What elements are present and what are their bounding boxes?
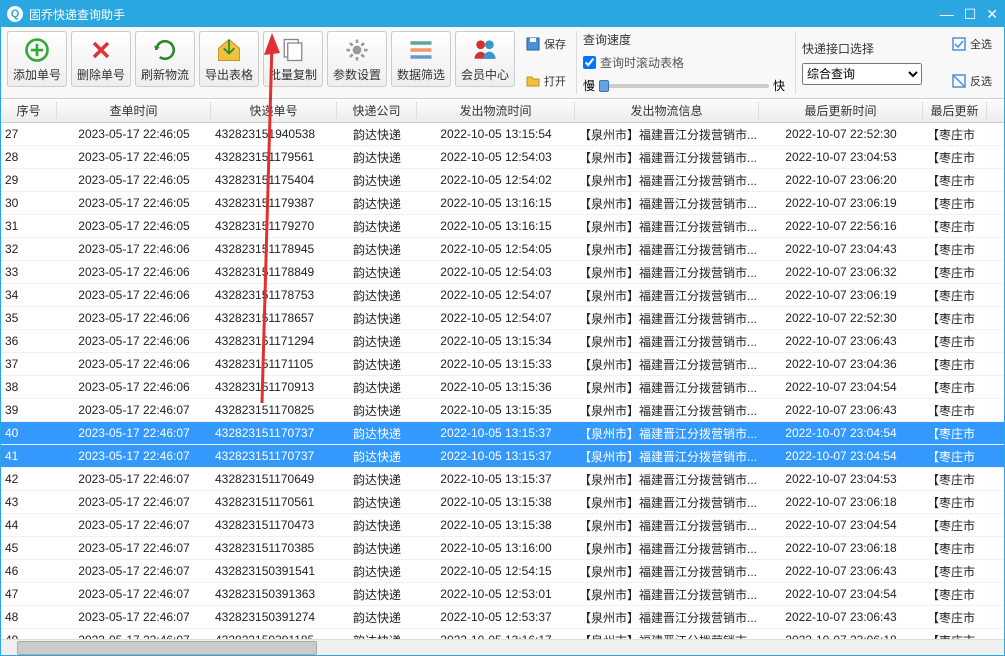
table-row[interactable]: 362023-05-17 22:46:06432823151171294韵达快递…: [1, 330, 1004, 353]
minimize-button[interactable]: —: [940, 6, 954, 22]
table-row[interactable]: 272023-05-17 22:46:05432823151940538韵达快递…: [1, 123, 1004, 146]
table-row[interactable]: 412023-05-17 22:46:07432823151170737韵达快递…: [1, 445, 1004, 468]
table-row[interactable]: 402023-05-17 22:46:07432823151170737韵达快递…: [1, 422, 1004, 445]
member-button[interactable]: 会员中心: [455, 31, 515, 87]
close-button[interactable]: ✕: [986, 6, 998, 23]
col-lastinfo[interactable]: 最后更新: [923, 102, 987, 119]
table-row[interactable]: 442023-05-17 22:46:07432823151170473韵达快递…: [1, 514, 1004, 537]
table-row[interactable]: 312023-05-17 22:46:05432823151179270韵达快递…: [1, 215, 1004, 238]
table-row[interactable]: 382023-05-17 22:46:06432823151170913韵达快递…: [1, 376, 1004, 399]
col-tracking[interactable]: 快递单号: [211, 102, 337, 119]
table-row[interactable]: 422023-05-17 22:46:07432823151170649韵达快递…: [1, 468, 1004, 491]
table-row[interactable]: 342023-05-17 22:46:06432823151178753韵达快递…: [1, 284, 1004, 307]
table-row[interactable]: 492023-05-17 22:46:07432823150391185韵达快递…: [1, 629, 1004, 639]
horizontal-scrollbar[interactable]: [1, 639, 1004, 655]
col-querytime[interactable]: 查单时间: [57, 102, 211, 119]
table-row[interactable]: 282023-05-17 22:46:05432823151179561韵达快递…: [1, 146, 1004, 169]
col-seq[interactable]: 序号: [1, 102, 57, 119]
window-title: 固乔快递查询助手: [29, 6, 940, 23]
table-row[interactable]: 452023-05-17 22:46:07432823151170385韵达快递…: [1, 537, 1004, 560]
scroll-checkbox[interactable]: 查询时滚动表格: [583, 54, 785, 71]
toolbar: 添加单号 删除单号 刷新物流 导出表格 批量复制 参数设置 数据筛选 会员中心 …: [1, 27, 1004, 99]
speed-slider[interactable]: [599, 84, 769, 88]
table-row[interactable]: 302023-05-17 22:46:05432823151179387韵达快递…: [1, 192, 1004, 215]
maximize-button[interactable]: ☐: [964, 6, 977, 23]
table-row[interactable]: 352023-05-17 22:46:06432823151178657韵达快递…: [1, 307, 1004, 330]
app-icon: Q: [7, 6, 23, 22]
settings-button[interactable]: 参数设置: [327, 31, 387, 87]
interface-group: 快递接口选择 综合查询: [795, 31, 928, 94]
data-table: 序号 查单时间 快递单号 快递公司 发出物流时间 发出物流信息 最后更新时间 最…: [1, 99, 1004, 655]
col-sentinfo[interactable]: 发出物流信息: [575, 102, 759, 119]
speed-group: 查询速度 查询时滚动表格 慢 快: [576, 31, 791, 94]
delete-button[interactable]: 删除单号: [71, 31, 131, 87]
invert-select-button[interactable]: 反选: [947, 68, 996, 94]
col-senttime[interactable]: 发出物流时间: [417, 102, 575, 119]
table-header: 序号 查单时间 快递单号 快递公司 发出物流时间 发出物流信息 最后更新时间 最…: [1, 99, 1004, 123]
copy-button[interactable]: 批量复制: [263, 31, 323, 87]
titlebar: Q 固乔快递查询助手 — ☐ ✕: [1, 1, 1004, 27]
open-button[interactable]: 打开: [521, 68, 570, 94]
table-row[interactable]: 292023-05-17 22:46:05432823151175404韵达快递…: [1, 169, 1004, 192]
table-row[interactable]: 392023-05-17 22:46:07432823151170825韵达快递…: [1, 399, 1004, 422]
table-body[interactable]: 272023-05-17 22:46:05432823151940538韵达快递…: [1, 123, 1004, 639]
table-row[interactable]: 462023-05-17 22:46:07432823150391541韵达快递…: [1, 560, 1004, 583]
select-all-button[interactable]: 全选: [947, 31, 996, 57]
save-button[interactable]: 保存: [521, 31, 570, 57]
col-company[interactable]: 快递公司: [337, 102, 417, 119]
table-row[interactable]: 322023-05-17 22:46:06432823151178945韵达快递…: [1, 238, 1004, 261]
refresh-button[interactable]: 刷新物流: [135, 31, 195, 87]
filter-button[interactable]: 数据筛选: [391, 31, 451, 87]
table-row[interactable]: 472023-05-17 22:46:07432823150391363韵达快递…: [1, 583, 1004, 606]
interface-select[interactable]: 综合查询: [802, 63, 922, 85]
table-row[interactable]: 372023-05-17 22:46:06432823151171105韵达快递…: [1, 353, 1004, 376]
table-row[interactable]: 332023-05-17 22:46:06432823151178849韵达快递…: [1, 261, 1004, 284]
table-row[interactable]: 432023-05-17 22:46:07432823151170561韵达快递…: [1, 491, 1004, 514]
table-row[interactable]: 482023-05-17 22:46:07432823150391274韵达快递…: [1, 606, 1004, 629]
export-button[interactable]: 导出表格: [199, 31, 259, 87]
col-lastupd[interactable]: 最后更新时间: [759, 102, 923, 119]
add-button[interactable]: 添加单号: [7, 31, 67, 87]
